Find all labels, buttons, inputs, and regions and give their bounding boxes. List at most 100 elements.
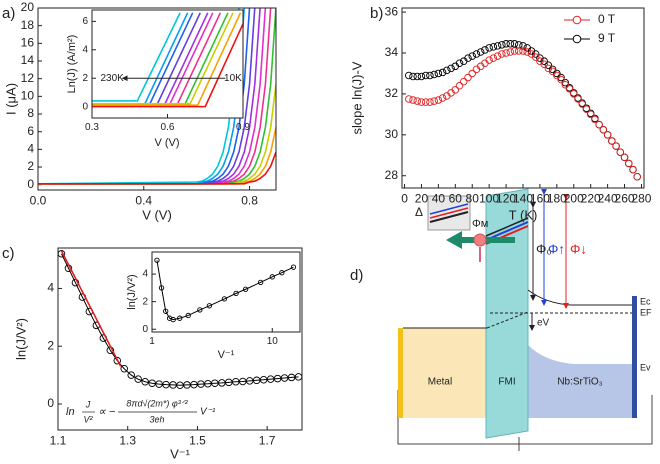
data-point xyxy=(413,97,421,105)
x-tick-label: 0.4 xyxy=(135,194,152,208)
data-point xyxy=(279,270,285,276)
plot-background xyxy=(152,252,300,332)
data-point xyxy=(498,41,506,49)
y-tick-label: 16 xyxy=(21,36,35,50)
x-axis-label: T (K) xyxy=(509,207,538,222)
x-tick-label: 0.8 xyxy=(241,194,258,208)
x-axis-label: V (V) xyxy=(154,137,179,149)
series-line xyxy=(61,253,299,386)
data-point xyxy=(438,68,447,77)
formula-text: V⁻¹ xyxy=(200,407,216,418)
y-tick-label: 0 xyxy=(27,177,34,191)
data-point xyxy=(468,52,476,60)
data-point xyxy=(455,59,464,67)
x-tick-label: 100 xyxy=(479,192,499,206)
data-point xyxy=(426,98,434,106)
legend-marker xyxy=(572,34,582,44)
y-tick-label: 10 xyxy=(21,89,35,103)
plot-data xyxy=(92,12,243,108)
zoom-down xyxy=(429,207,469,219)
ec-label: Ec xyxy=(640,296,651,306)
y-tick-label: 0 xyxy=(47,396,54,410)
delta-label: Δ xyxy=(415,205,423,219)
electron-arrow-head xyxy=(446,231,462,249)
data-point xyxy=(506,48,515,56)
data-point xyxy=(120,365,128,373)
data-point xyxy=(553,69,561,78)
series-line xyxy=(60,250,122,367)
y-tick-label: 18 xyxy=(21,18,35,32)
data-point xyxy=(197,307,203,313)
data-point xyxy=(438,94,447,102)
data-point xyxy=(502,49,510,57)
data-point xyxy=(595,120,603,129)
metal-electrode xyxy=(398,328,403,418)
formula-text: J xyxy=(85,399,91,409)
y-axis-label: I (μA) xyxy=(3,83,18,115)
data-point xyxy=(170,316,176,323)
plot-background xyxy=(92,10,243,118)
series-line xyxy=(92,12,242,107)
y-tick-label: 6 xyxy=(82,16,88,27)
chart: 1.1 1.3 1.5 1.7 0 2 4 V⁻¹ ln(J/V²) c) ln J V² ∝ − 8πd√… xyxy=(2,245,303,461)
series-line xyxy=(92,12,181,102)
legend-marker xyxy=(572,15,582,25)
plot-data xyxy=(405,40,641,181)
y-tick-label: 12 xyxy=(21,71,35,85)
x-tick-label: 10 xyxy=(267,336,279,347)
data-point xyxy=(221,296,228,302)
y-tick-label: 6 xyxy=(27,124,34,138)
data-point xyxy=(417,72,426,81)
plot-frame xyxy=(37,7,277,191)
data-point xyxy=(206,303,213,309)
series-line xyxy=(92,21,243,108)
region-label: Nb:SrTiO₃ xyxy=(557,377,602,388)
phi-m-label: Φᴍ xyxy=(472,218,488,230)
data-point xyxy=(141,378,149,386)
x-tick-label: 140 xyxy=(513,192,533,206)
data-point xyxy=(633,172,641,181)
x-tick-label: 1.5 xyxy=(189,434,206,448)
data-point xyxy=(154,257,160,263)
data-point xyxy=(485,44,493,52)
x-tick-label: 60 xyxy=(449,192,463,206)
y-tick-label: 2 xyxy=(27,159,34,173)
plot-frame xyxy=(91,9,244,119)
formula-text: ∝ − xyxy=(98,406,116,418)
data-point xyxy=(531,50,540,58)
data-point xyxy=(113,356,122,365)
data-point xyxy=(472,50,481,58)
data-point xyxy=(591,115,599,124)
plot-data xyxy=(154,257,297,323)
formula-text: V² xyxy=(84,414,94,424)
data-point xyxy=(616,148,625,156)
x-tick-label: 20 xyxy=(415,192,429,206)
x-tick-label: 220 xyxy=(581,192,601,206)
series-line xyxy=(156,260,294,321)
data-point xyxy=(608,137,616,145)
legend-label: 9 T xyxy=(598,31,616,45)
data-point xyxy=(523,48,531,56)
formula-text: 3eh xyxy=(149,414,164,424)
panel-label: c) xyxy=(2,245,15,262)
y-axis-label: slope ln(J)-V xyxy=(349,61,364,134)
x-tick-label: 160 xyxy=(530,192,550,206)
data-point xyxy=(540,60,548,69)
chart: 1 10 0 2 4 V⁻¹ ln(J/V²) xyxy=(126,251,301,361)
data-point xyxy=(565,85,574,93)
data-point xyxy=(519,47,527,55)
data-point xyxy=(578,100,586,108)
annotation: 10K xyxy=(224,73,242,84)
data-point xyxy=(233,290,239,297)
y-tick-label: 34 xyxy=(385,45,399,59)
data-point xyxy=(599,125,608,134)
data-point xyxy=(506,40,515,48)
formula-text: ln xyxy=(66,406,75,418)
data-point xyxy=(498,50,506,58)
data-point xyxy=(413,72,421,81)
data-point xyxy=(434,96,443,104)
x-axis-label: V⁻¹ xyxy=(218,349,235,361)
x-tick-label: 260 xyxy=(615,192,635,206)
data-point xyxy=(625,159,633,168)
